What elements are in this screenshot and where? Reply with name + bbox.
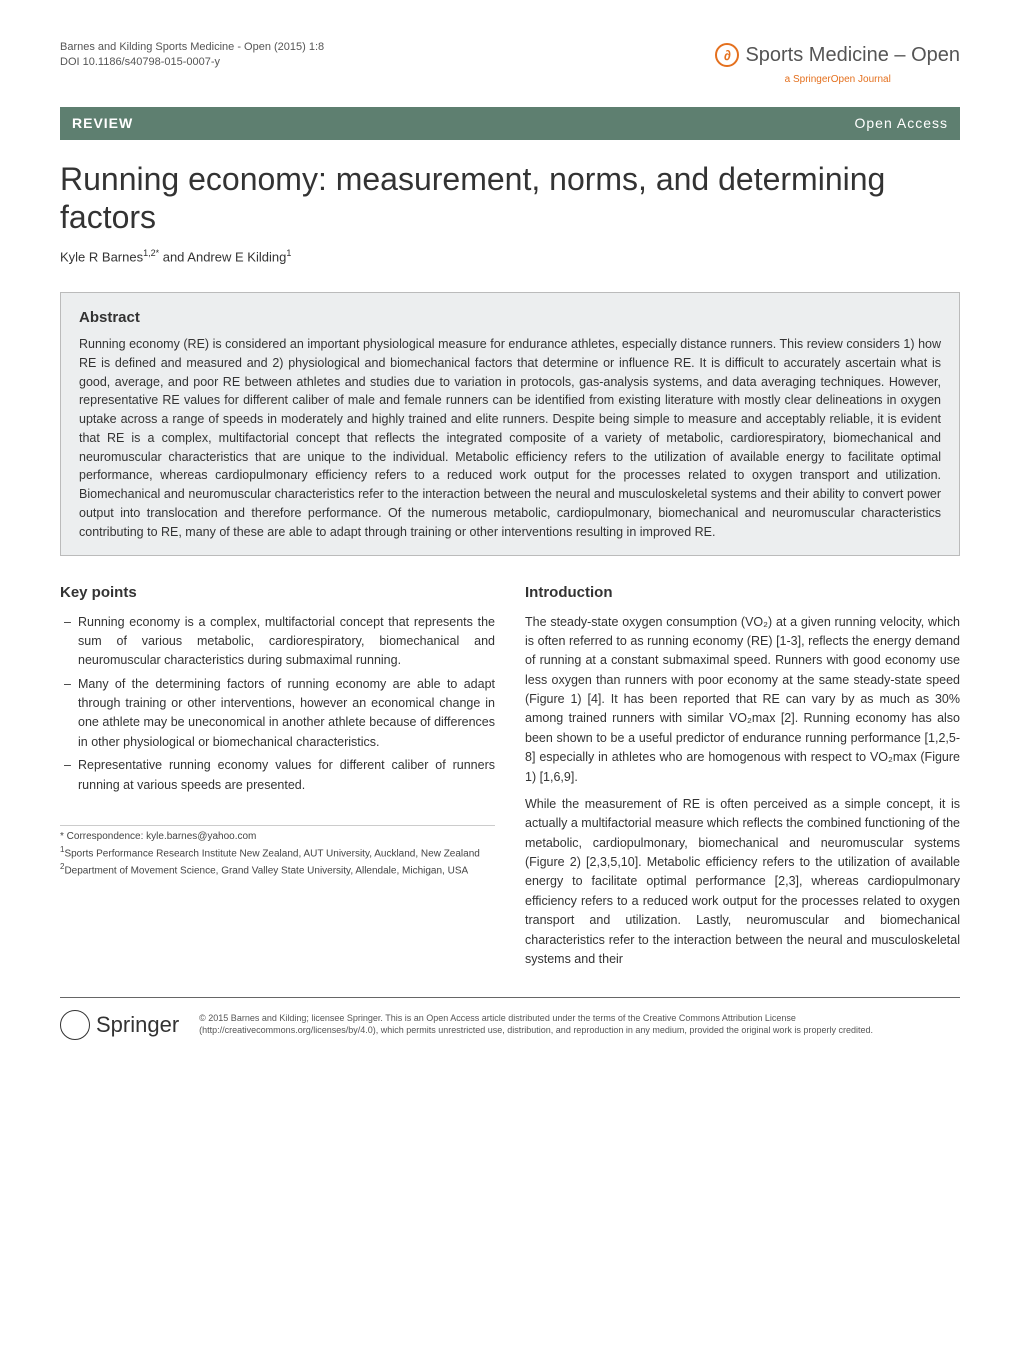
page-header: Barnes and Kilding Sports Medicine - Ope… [60,40,960,87]
journal-subtitle: a SpringerOpen Journal [715,72,960,87]
intro-heading: Introduction [525,581,960,604]
body-columns: Key points Running economy is a complex,… [60,581,960,977]
abstract-box: Abstract Running economy (RE) is conside… [60,292,960,557]
author-separator: and Andrew E Kilding [159,249,286,264]
footnotes: * Correspondence: kyle.barnes@yahoo.com … [60,825,495,879]
intro-paragraph-1: The steady-state oxygen consumption (VO₂… [525,613,960,787]
journal-brand-block: ∂ Sports Medicine – Open a SpringerOpen … [715,40,960,87]
author-1-affil: 1,2* [143,248,159,258]
keypoint-item: Representative running economy values fo… [78,756,495,795]
intro-paragraph-2: While the measurement of RE is often per… [525,795,960,969]
citation-block: Barnes and Kilding Sports Medicine - Ope… [60,40,324,71]
abstract-text: Running economy (RE) is considered an im… [79,335,941,541]
springer-logo: Springer [60,1008,179,1041]
article-title: Running economy: measurement, norms, and… [60,160,960,237]
open-access-icon: ∂ [715,43,739,67]
citation-text: Barnes and Kilding Sports Medicine - Ope… [60,40,324,55]
article-type-banner: REVIEW Open Access [60,107,960,140]
author-2-affil: 1 [286,248,291,258]
journal-brand: ∂ Sports Medicine – Open [715,40,960,70]
right-column: Introduction The steady-state oxygen con… [525,581,960,977]
footer-row: Springer © 2015 Barnes and Kilding; lice… [60,997,960,1041]
keypoints-list: Running economy is a complex, multifacto… [60,613,495,795]
keypoints-heading: Key points [60,581,495,604]
affiliation-1: 1Sports Performance Research Institute N… [60,844,495,861]
author-1: Kyle R Barnes [60,249,143,264]
license-text: © 2015 Barnes and Kilding; licensee Spri… [199,1013,960,1036]
keypoint-item: Running economy is a complex, multifacto… [78,613,495,671]
affiliation-2: 2Department of Movement Science, Grand V… [60,861,495,878]
correspondence-text: * Correspondence: kyle.barnes@yahoo.com [60,830,495,844]
left-column: Key points Running economy is a complex,… [60,581,495,977]
open-access-label: Open Access [855,113,949,134]
abstract-heading: Abstract [79,307,941,330]
doi-text: DOI 10.1186/s40798-015-0007-y [60,55,324,70]
author-list: Kyle R Barnes1,2* and Andrew E Kilding1 [60,247,960,267]
springer-horse-icon [60,1010,90,1040]
journal-name: Sports Medicine – Open [745,40,960,70]
article-type-label: REVIEW [72,113,133,134]
keypoint-item: Many of the determining factors of runni… [78,675,495,753]
springer-name: Springer [96,1008,179,1041]
